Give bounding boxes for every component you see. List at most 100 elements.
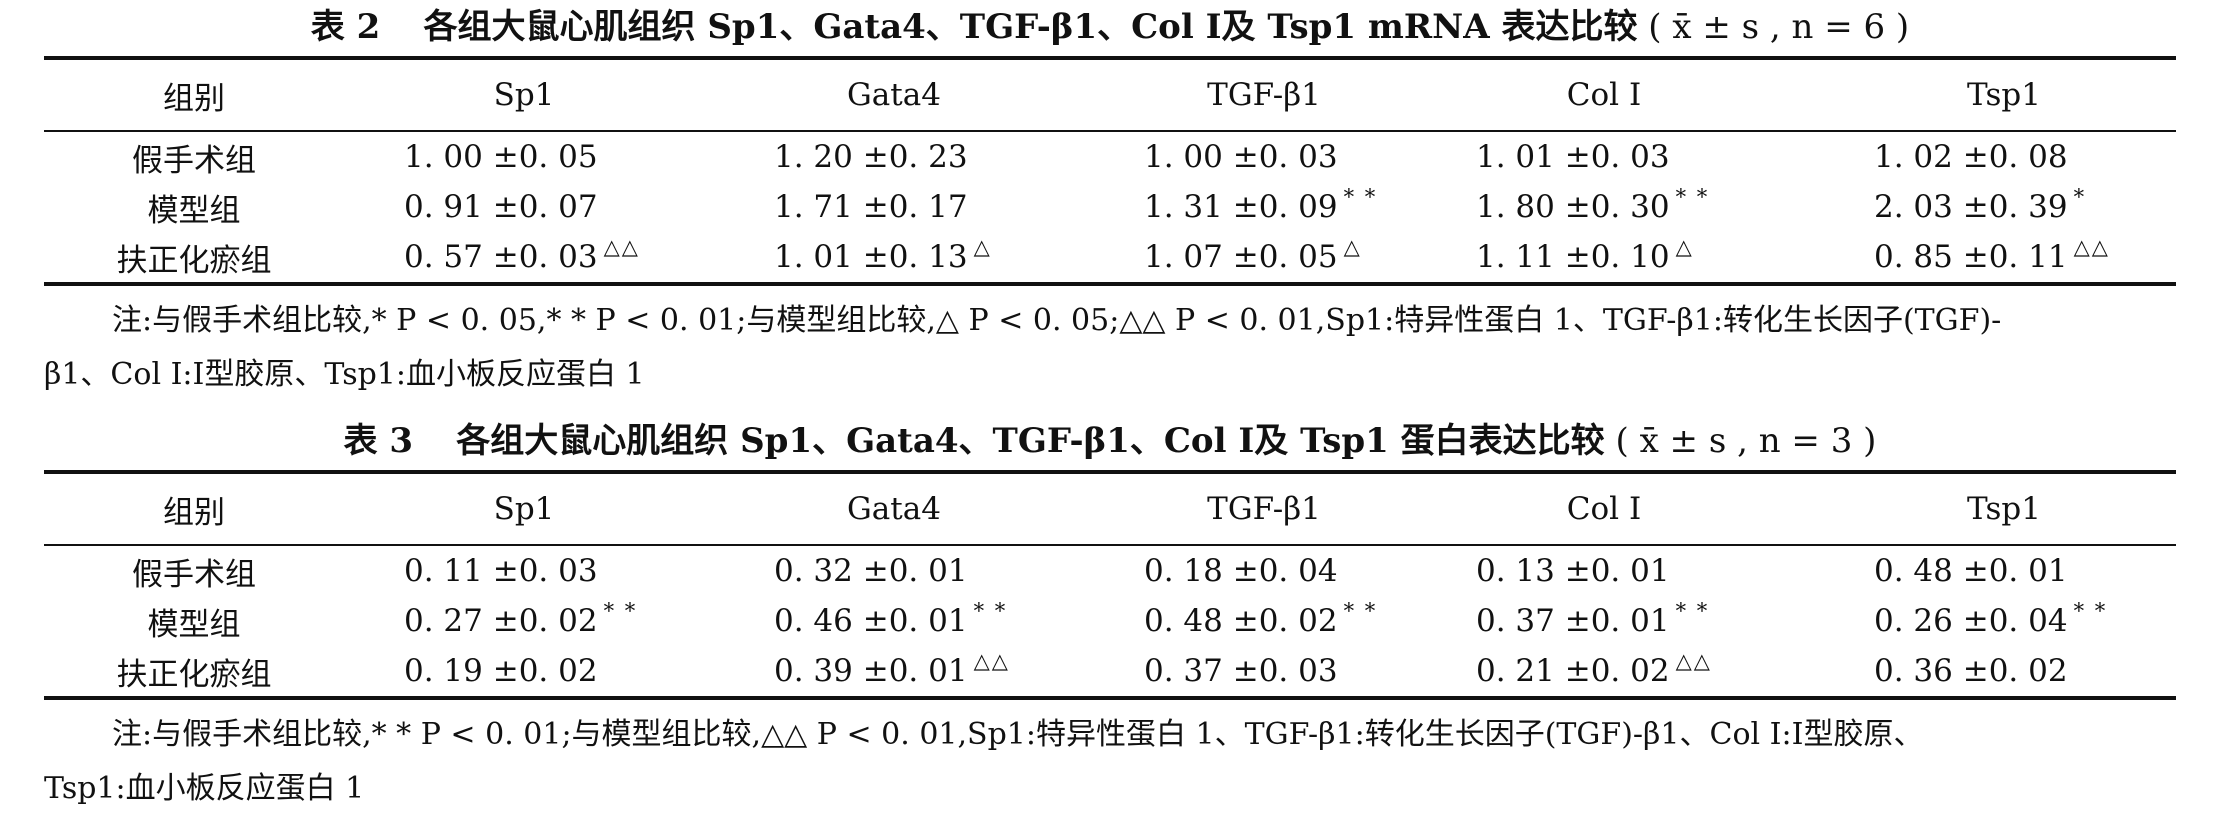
value-cell: 1. 00 ±0. 03 bbox=[1144, 132, 1344, 182]
value-text: 1. 01 ±0. 03 bbox=[1476, 139, 1670, 175]
significance-mark: △ bbox=[973, 235, 992, 259]
value-cell: 1. 01 ±0. 03 bbox=[1476, 132, 1676, 182]
header-cell: TGF-β1 bbox=[1207, 491, 1321, 527]
value-cell: 0. 11 ±0. 03 bbox=[404, 546, 604, 596]
value-text: 1. 00 ±0. 05 bbox=[404, 139, 598, 175]
value-text: 1. 01 ±0. 13 bbox=[774, 239, 968, 275]
value-cell: 1. 01 ±0. 13 △ bbox=[774, 232, 992, 282]
value-cell: 0. 26 ±0. 04 * * bbox=[1874, 596, 2107, 646]
header-cell: TGF-β1 bbox=[1207, 77, 1321, 113]
value-text: 0. 18 ±0. 04 bbox=[1144, 553, 1338, 589]
significance-mark: △ bbox=[1675, 235, 1694, 259]
top-rule bbox=[44, 470, 2176, 474]
table-title: 各组大鼠心肌组织 Sp1、Gata4、TGF-β1、Col Ⅰ及 Tsp1 mR… bbox=[423, 7, 1638, 47]
significance-mark: △△ bbox=[973, 649, 1010, 673]
significance-mark: * bbox=[2073, 185, 2087, 209]
value-cell: 0. 57 ±0. 03 △△ bbox=[404, 232, 640, 282]
header-rule bbox=[44, 130, 2176, 132]
table-row: 假手术组 0. 11 ±0. 03 0. 32 ±0. 01 0. 18 ±0.… bbox=[44, 546, 2176, 596]
value-cell: 0. 48 ±0. 02 * * bbox=[1144, 596, 1377, 646]
value-text: 0. 37 ±0. 03 bbox=[1144, 653, 1338, 689]
value-cell: 0. 36 ±0. 02 bbox=[1874, 646, 2074, 696]
value-text: 0. 21 ±0. 02 bbox=[1476, 653, 1670, 689]
value-cell: 0. 46 ±0. 01 * * bbox=[774, 596, 1007, 646]
value-cell: 0. 48 ±0. 01 bbox=[1874, 546, 2074, 596]
value-cell: 0. 39 ±0. 01 △△ bbox=[774, 646, 1010, 696]
value-text: 0. 46 ±0. 01 bbox=[774, 603, 968, 639]
table-row: 扶正化瘀组 0. 57 ±0. 03 △△ 1. 01 ±0. 13 △ 1. 07… bbox=[44, 232, 2176, 282]
table-footnote-cont: β1、Col Ⅰ:Ⅰ型胶原、Tsp1:血小板反应蛋白 1 bbox=[44, 357, 645, 392]
value-text: 0. 39 ±0. 01 bbox=[774, 653, 968, 689]
table-footnote: 注:与假手术组比较,* P < 0. 05,* * P < 0. 01;与模型组… bbox=[112, 303, 2002, 338]
table-row: 模型组 0. 27 ±0. 02 * * 0. 46 ±0. 01 * * 0. 4… bbox=[44, 596, 2176, 646]
header-rule bbox=[44, 544, 2176, 546]
group-cell: 模型组 bbox=[147, 606, 241, 643]
table-row: 假手术组 1. 00 ±0. 05 1. 20 ±0. 23 1. 00 ±0.… bbox=[44, 132, 2176, 182]
table-2: 表 2 各组大鼠心肌组织 Sp1、Gata4、TGF-β1、Col Ⅰ及 Tsp… bbox=[44, 0, 2176, 402]
table-stat-note: ( x̄ ± s , n = 6 ) bbox=[1648, 7, 1910, 47]
value-cell: 0. 37 ±0. 03 bbox=[1144, 646, 1344, 696]
value-text: 0. 13 ±0. 01 bbox=[1476, 553, 1670, 589]
value-text: 1. 31 ±0. 09 bbox=[1144, 189, 1338, 225]
significance-mark: * * bbox=[603, 599, 638, 623]
value-text: 0. 11 ±0. 03 bbox=[404, 553, 598, 589]
table-footnote-cont: Tsp1:血小板反应蛋白 1 bbox=[44, 771, 365, 806]
header-cell: Sp1 bbox=[493, 77, 555, 113]
value-text: 0. 48 ±0. 02 bbox=[1144, 603, 1338, 639]
value-text: 0. 85 ±0. 11 bbox=[1874, 239, 2068, 275]
value-text: 1. 20 ±0. 23 bbox=[774, 139, 968, 175]
header-cell: Tsp1 bbox=[1967, 77, 2041, 113]
table-footnote: 注:与假手术组比较,* * P < 0. 01;与模型组比较,△△ P < 0.… bbox=[112, 717, 1924, 752]
group-cell: 假手术组 bbox=[132, 556, 256, 593]
table-caption: 表 2 各组大鼠心肌组织 Sp1、Gata4、TGF-β1、Col Ⅰ及 Tsp… bbox=[44, 0, 2176, 56]
value-cell: 1. 80 ±0. 30 * * bbox=[1476, 182, 1709, 232]
value-cell: 1. 11 ±0. 10 △ bbox=[1476, 232, 1694, 282]
header-cell: Gata4 bbox=[847, 77, 941, 113]
table-caption: 表 3 各组大鼠心肌组织 Sp1、Gata4、TGF-β1、Col Ⅰ及 Tsp… bbox=[44, 414, 2176, 470]
bottom-rule bbox=[44, 696, 2176, 700]
value-cell: 0. 32 ±0. 01 bbox=[774, 546, 974, 596]
value-cell: 0. 18 ±0. 04 bbox=[1144, 546, 1344, 596]
significance-mark: * * bbox=[1675, 599, 1710, 623]
value-cell: 0. 85 ±0. 11 △△ bbox=[1874, 232, 2110, 282]
table-row: 扶正化瘀组 0. 19 ±0. 02 0. 39 ±0. 01 △△ 0. 37 … bbox=[44, 646, 2176, 696]
value-cell: 0. 37 ±0. 01 * * bbox=[1476, 596, 1709, 646]
value-cell: 1. 02 ±0. 08 bbox=[1874, 132, 2074, 182]
value-text: 0. 57 ±0. 03 bbox=[404, 239, 598, 275]
table-3: 表 3 各组大鼠心肌组织 Sp1、Gata4、TGF-β1、Col Ⅰ及 Tsp… bbox=[44, 414, 2176, 816]
header-row: 组别 Sp1 Gata4 TGF-β1 Col Ⅰ Tsp1 bbox=[44, 60, 2176, 130]
group-cell: 假手术组 bbox=[132, 142, 256, 179]
value-text: 0. 27 ±0. 02 bbox=[404, 603, 598, 639]
bottom-rule bbox=[44, 282, 2176, 286]
significance-mark: * * bbox=[1343, 599, 1378, 623]
value-cell: 0. 27 ±0. 02 * * bbox=[404, 596, 637, 646]
value-text: 1. 07 ±0. 05 bbox=[1144, 239, 1338, 275]
value-text: 0. 48 ±0. 01 bbox=[1874, 553, 2068, 589]
header-cell: Col Ⅰ bbox=[1566, 491, 1642, 527]
table-title: 各组大鼠心肌组织 Sp1、Gata4、TGF-β1、Col Ⅰ及 Tsp1 蛋白… bbox=[456, 421, 1605, 461]
header-cell: Col Ⅰ bbox=[1566, 77, 1642, 113]
value-text: 2. 03 ±0. 39 bbox=[1874, 189, 2068, 225]
header-cell: Sp1 bbox=[493, 491, 555, 527]
significance-mark: * * bbox=[1675, 185, 1710, 209]
header-cell: Tsp1 bbox=[1967, 491, 2041, 527]
significance-mark: * * bbox=[2073, 599, 2108, 623]
table-stat-note: ( x̄ ± s , n = 3 ) bbox=[1615, 421, 1877, 461]
significance-mark: * * bbox=[973, 599, 1008, 623]
group-cell: 扶正化瘀组 bbox=[116, 656, 272, 693]
value-cell: 1. 31 ±0. 09 * * bbox=[1144, 182, 1377, 232]
value-cell: 0. 91 ±0. 07 bbox=[404, 182, 604, 232]
group-cell: 扶正化瘀组 bbox=[116, 242, 272, 279]
value-text: 0. 37 ±0. 01 bbox=[1476, 603, 1670, 639]
value-text: 1. 02 ±0. 08 bbox=[1874, 139, 2068, 175]
value-text: 1. 11 ±0. 10 bbox=[1476, 239, 1670, 275]
value-cell: 2. 03 ±0. 39 * bbox=[1874, 182, 2086, 232]
value-text: 1. 00 ±0. 03 bbox=[1144, 139, 1338, 175]
value-cell: 1. 07 ±0. 05 △ bbox=[1144, 232, 1362, 282]
value-text: 0. 26 ±0. 04 bbox=[1874, 603, 2068, 639]
top-rule bbox=[44, 56, 2176, 60]
header-cell: Gata4 bbox=[847, 491, 941, 527]
value-cell: 0. 13 ±0. 01 bbox=[1476, 546, 1676, 596]
value-text: 0. 91 ±0. 07 bbox=[404, 189, 598, 225]
value-text: 0. 32 ±0. 01 bbox=[774, 553, 968, 589]
